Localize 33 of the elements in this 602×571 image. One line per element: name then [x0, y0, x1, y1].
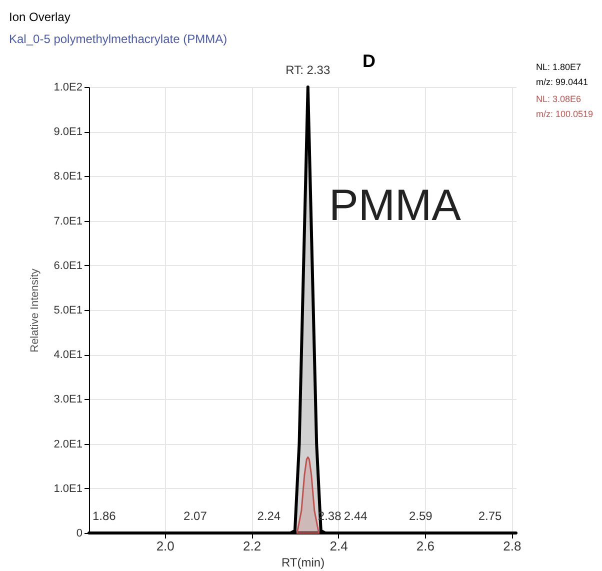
chart-title: Kal_0-5 polymethylmethacrylate (PMMA)	[9, 32, 228, 46]
y-tick-label: 9.0E1	[54, 126, 82, 138]
y-tick-label: 8.0E1	[54, 170, 82, 183]
y-tick-label: 1.0E1	[54, 482, 82, 495]
x-tick-label: 2.2	[243, 538, 262, 554]
annotation: 2.75	[478, 509, 502, 523]
y-tick-label: 7.0E1	[54, 215, 82, 228]
text: D	[362, 51, 376, 71]
annotation: 2.44	[344, 509, 368, 523]
annotation: 2.07	[184, 509, 208, 523]
text: Ion Overlay	[9, 10, 70, 24]
text: NL: 1.80E7	[536, 62, 582, 72]
x-tick-label: 2.8	[503, 538, 522, 554]
y-axis-title: Relative Intensity	[28, 268, 41, 352]
annotation: 2.24	[257, 509, 281, 523]
annotation: 2.59	[408, 509, 433, 523]
annotation: RT: 2.33	[286, 63, 330, 77]
text: m/z: 99.0441	[536, 77, 588, 87]
y-tick-label: 4.0E1	[54, 349, 82, 362]
y-tick-label: 1.0E2	[54, 82, 82, 94]
x-tick-label: 2.0	[156, 538, 174, 554]
annotation: PMMA	[329, 181, 462, 230]
x-tick-label: 2.4	[330, 538, 348, 554]
y-tick-label: 3.0E1	[54, 394, 82, 406]
y-tick-label: 6.0E1	[54, 260, 82, 272]
text: m/z: 100.0519	[536, 109, 594, 119]
y-tick-label: 5.0E1	[54, 304, 82, 316]
x-axis-title: RT(min)	[281, 556, 325, 570]
y-tick-label: 0	[76, 528, 82, 540]
annotation: 1.86	[92, 509, 116, 523]
y-tick-label: 2.0E1	[54, 438, 82, 450]
text: NL: 3.08E6	[536, 94, 582, 104]
x-tick-label: 2.6	[416, 538, 435, 554]
